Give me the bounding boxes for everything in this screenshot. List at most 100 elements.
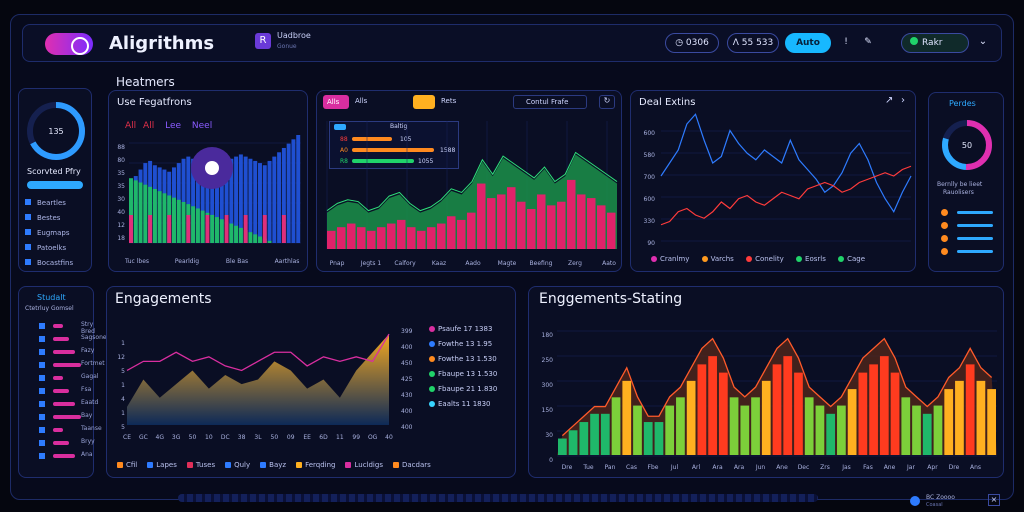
bar <box>933 405 943 455</box>
app-title: Aligrithms <box>109 33 215 54</box>
close-icon[interactable]: × <box>988 494 1000 506</box>
x-tick-label: 50 <box>271 434 279 441</box>
chevron-down-icon[interactable]: ⌄ <box>978 36 988 47</box>
engagements-stating-panel: Enggements-Stating 180 250 300 150 30 0 Dre Tue… <box>528 286 1004 478</box>
right-donut-title: Perdes <box>949 99 976 108</box>
x-tick-label: Pearldig <box>175 258 199 265</box>
tab-lee[interactable]: Lee <box>165 121 182 131</box>
workspace-badge[interactable]: R <box>255 33 271 49</box>
student-title: Studalt <box>37 293 66 302</box>
auto-button[interactable]: Auto <box>785 33 831 53</box>
legend-label: Bayz <box>269 461 287 469</box>
engagement-list-item[interactable]: Fowthe 13 1.530 <box>429 355 497 370</box>
bar <box>286 143 291 243</box>
footer-sub: Coasal <box>926 502 943 508</box>
engagement-list-item[interactable]: Fbaupe 21 1.830 <box>429 385 497 400</box>
bar <box>890 372 900 455</box>
time-button[interactable]: ◷ 0306 <box>665 33 719 53</box>
tab-rets-chip[interactable] <box>413 95 435 109</box>
bar <box>537 194 546 249</box>
list-item[interactable]: Patoelks <box>25 244 73 259</box>
bar <box>761 380 771 455</box>
bar <box>579 422 589 455</box>
bar <box>417 230 426 249</box>
status-button[interactable]: Rakr <box>901 33 969 53</box>
left-donut-list: Beartles Bestes Eugmaps Patoelks Bocastf… <box>25 199 73 274</box>
mini-bar-1 <box>352 148 434 152</box>
y-tick-label: 40 <box>117 209 125 216</box>
x-tick-label: 50 <box>189 434 197 441</box>
dot-icon <box>941 235 948 242</box>
engagement-list-item[interactable]: Fbaupe 13 1.530 <box>429 370 497 385</box>
status-dot-icon <box>910 37 918 45</box>
list-item-label: Taanse <box>81 425 102 432</box>
legend-dot-icon <box>796 256 803 262</box>
engagement-list-item[interactable]: Eaalts 11 1830 <box>429 400 497 415</box>
bar <box>729 397 739 455</box>
x-tick-label: Fas <box>863 464 873 471</box>
y-tick-label: 80 <box>117 157 125 164</box>
bar <box>224 163 229 243</box>
control-dropdown[interactable]: Contul Frafe <box>513 95 587 109</box>
tab-rets[interactable]: Rets <box>441 97 457 105</box>
status-label: Rakr <box>922 38 943 48</box>
bar <box>253 234 258 243</box>
legend-label: Dacdars <box>401 461 431 469</box>
tab-all-2[interactable]: All <box>143 121 155 131</box>
dot-icon <box>941 248 948 255</box>
refresh-icon[interactable]: ↻ <box>599 95 615 109</box>
legend-label: Ferqding <box>305 461 336 469</box>
chevron-right-icon[interactable]: › <box>901 95 905 106</box>
x-tick-label: Magte <box>498 260 517 267</box>
engagement-list-item[interactable]: Fowthe 13 1.95 <box>429 340 497 355</box>
expand-icon[interactable]: ↗ <box>885 95 894 106</box>
engagement-list-item[interactable]: Psaufe 17 1383 <box>429 325 497 340</box>
bar <box>205 171 210 243</box>
footer-scrollbar[interactable] <box>178 494 818 502</box>
legend-item: Cfil <box>117 461 137 469</box>
toggle-icon[interactable] <box>334 124 346 130</box>
square-icon <box>39 349 45 355</box>
tab-all[interactable]: All <box>125 121 137 131</box>
list-item[interactable]: Bestes <box>25 214 73 229</box>
mini-table-header: Baltig <box>390 123 408 130</box>
list-item[interactable]: Bocastfins <box>25 259 73 274</box>
bar <box>815 405 825 455</box>
bar <box>467 212 476 249</box>
alert-icon[interactable]: ! <box>844 37 848 47</box>
x-tick-label: Beefing <box>530 260 553 267</box>
y-tick-label: 5 <box>121 368 125 375</box>
engagement-list-label: Fbaupe 13 1.530 <box>438 370 498 378</box>
legend-item: Varchs <box>701 255 734 263</box>
flower-badge[interactable] <box>191 147 233 189</box>
list-item[interactable]: Eugmaps <box>25 229 73 244</box>
legend-item: Bayz <box>260 461 286 469</box>
mini-row-1: A0 <box>340 147 348 154</box>
list-item-label: Eaatd <box>81 399 99 406</box>
bar <box>152 189 157 243</box>
bar <box>267 240 272 243</box>
bar <box>219 167 224 243</box>
engagement-list-label: Fbaupe 21 1.830 <box>438 385 498 393</box>
panel-use-fegatfrons: Use Fegatfrons All All Lee Neel 88 80 35 35… <box>108 90 308 272</box>
left-donut-bar <box>27 181 83 189</box>
y-tick-label: 150 <box>542 407 554 414</box>
bar <box>157 191 162 243</box>
edit-icon[interactable]: ✎ <box>864 37 872 47</box>
list-item[interactable]: Beartles <box>25 199 73 214</box>
mini-val-1: 1588 <box>440 147 456 154</box>
list-item-label: Fazy <box>81 347 95 354</box>
bar <box>976 380 986 455</box>
dot-icon <box>429 386 435 392</box>
bar <box>215 171 219 243</box>
bar <box>407 227 416 249</box>
value-button[interactable]: ᐱ 55 533 <box>727 33 779 53</box>
dot-icon <box>941 209 948 216</box>
square-icon <box>25 244 31 250</box>
bar <box>172 197 176 243</box>
tab-alls[interactable]: Alls <box>323 95 349 109</box>
bar <box>497 194 506 249</box>
x-tick-label: Pan <box>605 464 616 471</box>
tab-neel[interactable]: Neel <box>191 121 213 131</box>
